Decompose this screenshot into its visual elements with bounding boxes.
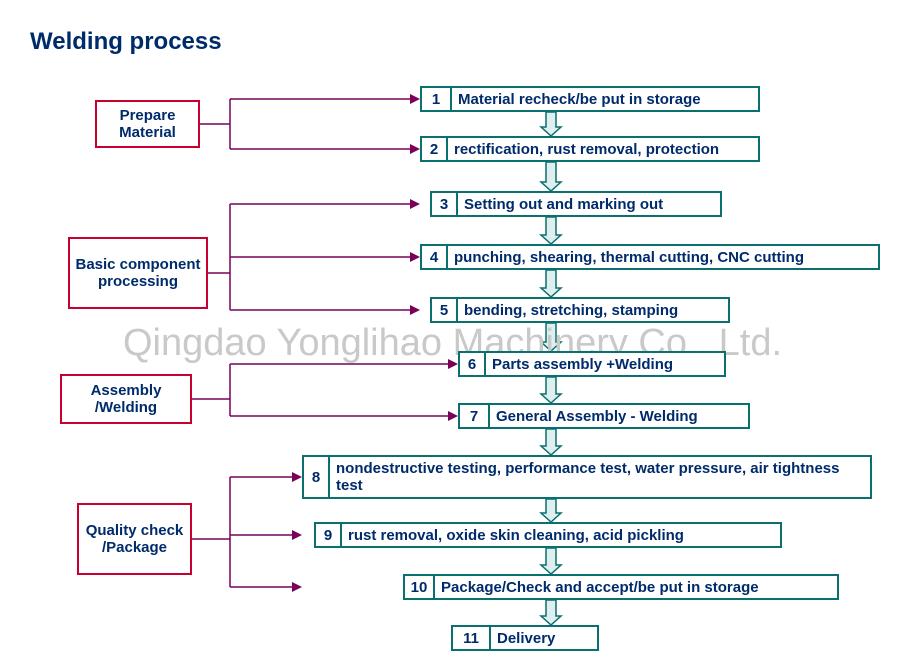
- step-1-number: 1: [422, 88, 452, 110]
- category-quality: Quality check /Package: [77, 503, 192, 575]
- step-11-number: 11: [453, 627, 491, 649]
- step-7-label: General Assembly - Welding: [490, 405, 748, 427]
- step-9: 9rust removal, oxide skin cleaning, acid…: [314, 522, 782, 548]
- step-2: 2rectification, rust removal, protection: [420, 136, 760, 162]
- step-11: 11Delivery: [451, 625, 599, 651]
- step-4: 4punching, shearing, thermal cutting, CN…: [420, 244, 880, 270]
- step-11-label: Delivery: [491, 627, 597, 649]
- step-8-label: nondestructive testing, performance test…: [330, 457, 870, 497]
- step-4-label: punching, shearing, thermal cutting, CNC…: [448, 246, 878, 268]
- step-7-number: 7: [460, 405, 490, 427]
- step-8: 8nondestructive testing, performance tes…: [302, 455, 872, 499]
- watermark-text: Qingdao Yonglihao Machinery Co., Ltd.: [0, 322, 905, 365]
- step-6: 6Parts assembly +Welding: [458, 351, 726, 377]
- page-title: Welding process: [30, 28, 222, 56]
- step-3-number: 3: [432, 193, 458, 215]
- step-5-label: bending, stretching, stamping: [458, 299, 728, 321]
- step-1: 1Material recheck/be put in storage: [420, 86, 760, 112]
- step-5-number: 5: [432, 299, 458, 321]
- category-basic: Basic component processing: [68, 237, 208, 309]
- category-assembly: Assembly /Welding: [60, 374, 192, 424]
- step-10-label: Package/Check and accept/be put in stora…: [435, 576, 837, 598]
- step-5: 5bending, stretching, stamping: [430, 297, 730, 323]
- step-10: 10Package/Check and accept/be put in sto…: [403, 574, 839, 600]
- step-10-number: 10: [405, 576, 435, 598]
- step-7: 7General Assembly - Welding: [458, 403, 750, 429]
- step-1-label: Material recheck/be put in storage: [452, 88, 758, 110]
- step-6-number: 6: [460, 353, 486, 375]
- step-4-number: 4: [422, 246, 448, 268]
- step-2-number: 2: [422, 138, 448, 160]
- step-3-label: Setting out and marking out: [458, 193, 720, 215]
- step-3: 3Setting out and marking out: [430, 191, 722, 217]
- step-9-label: rust removal, oxide skin cleaning, acid …: [342, 524, 780, 546]
- step-9-number: 9: [316, 524, 342, 546]
- step-6-label: Parts assembly +Welding: [486, 353, 724, 375]
- step-8-number: 8: [304, 457, 330, 497]
- category-prepare: Prepare Material: [95, 100, 200, 148]
- step-2-label: rectification, rust removal, protection: [448, 138, 758, 160]
